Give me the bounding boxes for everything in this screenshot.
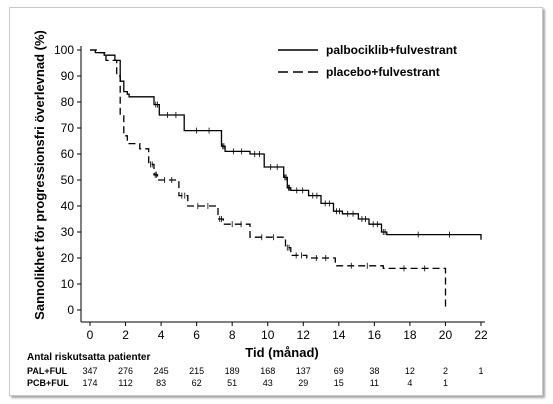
risk-cell: 62: [192, 378, 202, 388]
risk-cell: 12: [405, 366, 415, 376]
y-tick-label: 0: [67, 303, 74, 317]
y-tick-label: 10: [61, 277, 75, 291]
x-axis-label: Tid (månad): [245, 345, 318, 360]
x-tick-label: 22: [474, 328, 488, 342]
y-tick-label: 30: [61, 225, 75, 239]
risk-cell: 1: [478, 366, 483, 376]
y-tick-label: 40: [61, 199, 75, 213]
y-tick-label: 90: [61, 69, 75, 83]
x-tick-label: 14: [332, 328, 346, 342]
risk-row-label: PCB+FUL: [27, 378, 69, 388]
y-tick-label: 20: [61, 251, 75, 265]
risk-cell: 15: [334, 378, 344, 388]
risk-cell: 38: [369, 366, 379, 376]
legend: palbociklib+fulvestrant placebo+fulvestra…: [278, 43, 457, 79]
risk-cell: 347: [82, 366, 97, 376]
x-tick-label: 0: [87, 328, 94, 342]
y-axis-ticks: 0 10 20 30 40 50 60 70 80 90 100: [54, 43, 81, 317]
chart-curves: [90, 49, 482, 310]
y-tick-label: 50: [61, 173, 75, 187]
risk-cell: 1: [443, 378, 448, 388]
series-line-placebo: [90, 49, 447, 310]
x-tick-label: 16: [368, 328, 382, 342]
risk-cell: 2: [443, 366, 448, 376]
risk-cell: 51: [227, 378, 237, 388]
x-tick-label: 6: [193, 328, 200, 342]
risk-row-label: PAL+FUL: [27, 366, 68, 376]
censor-marks-1: [150, 161, 426, 272]
risk-cell: 245: [154, 366, 169, 376]
y-tick-label: 70: [61, 121, 75, 135]
x-tick-label: 12: [297, 328, 311, 342]
risk-cell: 189: [225, 366, 240, 376]
risk-cell: 11: [370, 378, 379, 388]
risk-cell: 174: [82, 378, 97, 388]
risk-cell: 43: [263, 378, 273, 388]
y-tick-label: 100: [54, 43, 74, 57]
censor-marks-0: [155, 101, 451, 238]
risk-cell: 83: [156, 378, 166, 388]
x-axis-ticks: 0 2 4 6 8 10 12 14 16 18 20 22: [87, 322, 488, 342]
x-tick-label: 8: [229, 328, 236, 342]
risk-table: PAL+FUL 347 276 245 215 189 168 137 69 38 12 2 1 PCB+…: [27, 366, 484, 388]
risk-cell: 168: [260, 366, 275, 376]
risk-cell: 29: [298, 378, 308, 388]
legend-label-1: placebo+fulvestrant: [326, 65, 440, 79]
chart-frame: [9, 7, 543, 396]
series-line-palbociclib: [90, 49, 482, 240]
x-tick-label: 18: [403, 328, 417, 342]
x-tick-label: 20: [439, 328, 453, 342]
y-tick-label: 80: [61, 95, 75, 109]
y-axis-label: Sannolikhet för progressionsfri överlevn…: [32, 30, 47, 320]
risk-cell: 4: [407, 378, 412, 388]
legend-label-0: palbociklib+fulvestrant: [326, 43, 457, 57]
risk-cell: 69: [334, 366, 344, 376]
x-tick-label: 10: [261, 328, 275, 342]
risk-cell: 112: [118, 378, 132, 388]
chart-axes: [80, 46, 485, 323]
risk-cell: 276: [118, 366, 133, 376]
x-tick-label: 2: [122, 328, 129, 342]
y-tick-label: 60: [61, 147, 75, 161]
risk-table-title: Antal riskutsatta patienter: [27, 352, 150, 363]
risk-cell: 215: [189, 366, 204, 376]
x-tick-label: 4: [158, 328, 165, 342]
risk-cell: 137: [296, 366, 311, 376]
